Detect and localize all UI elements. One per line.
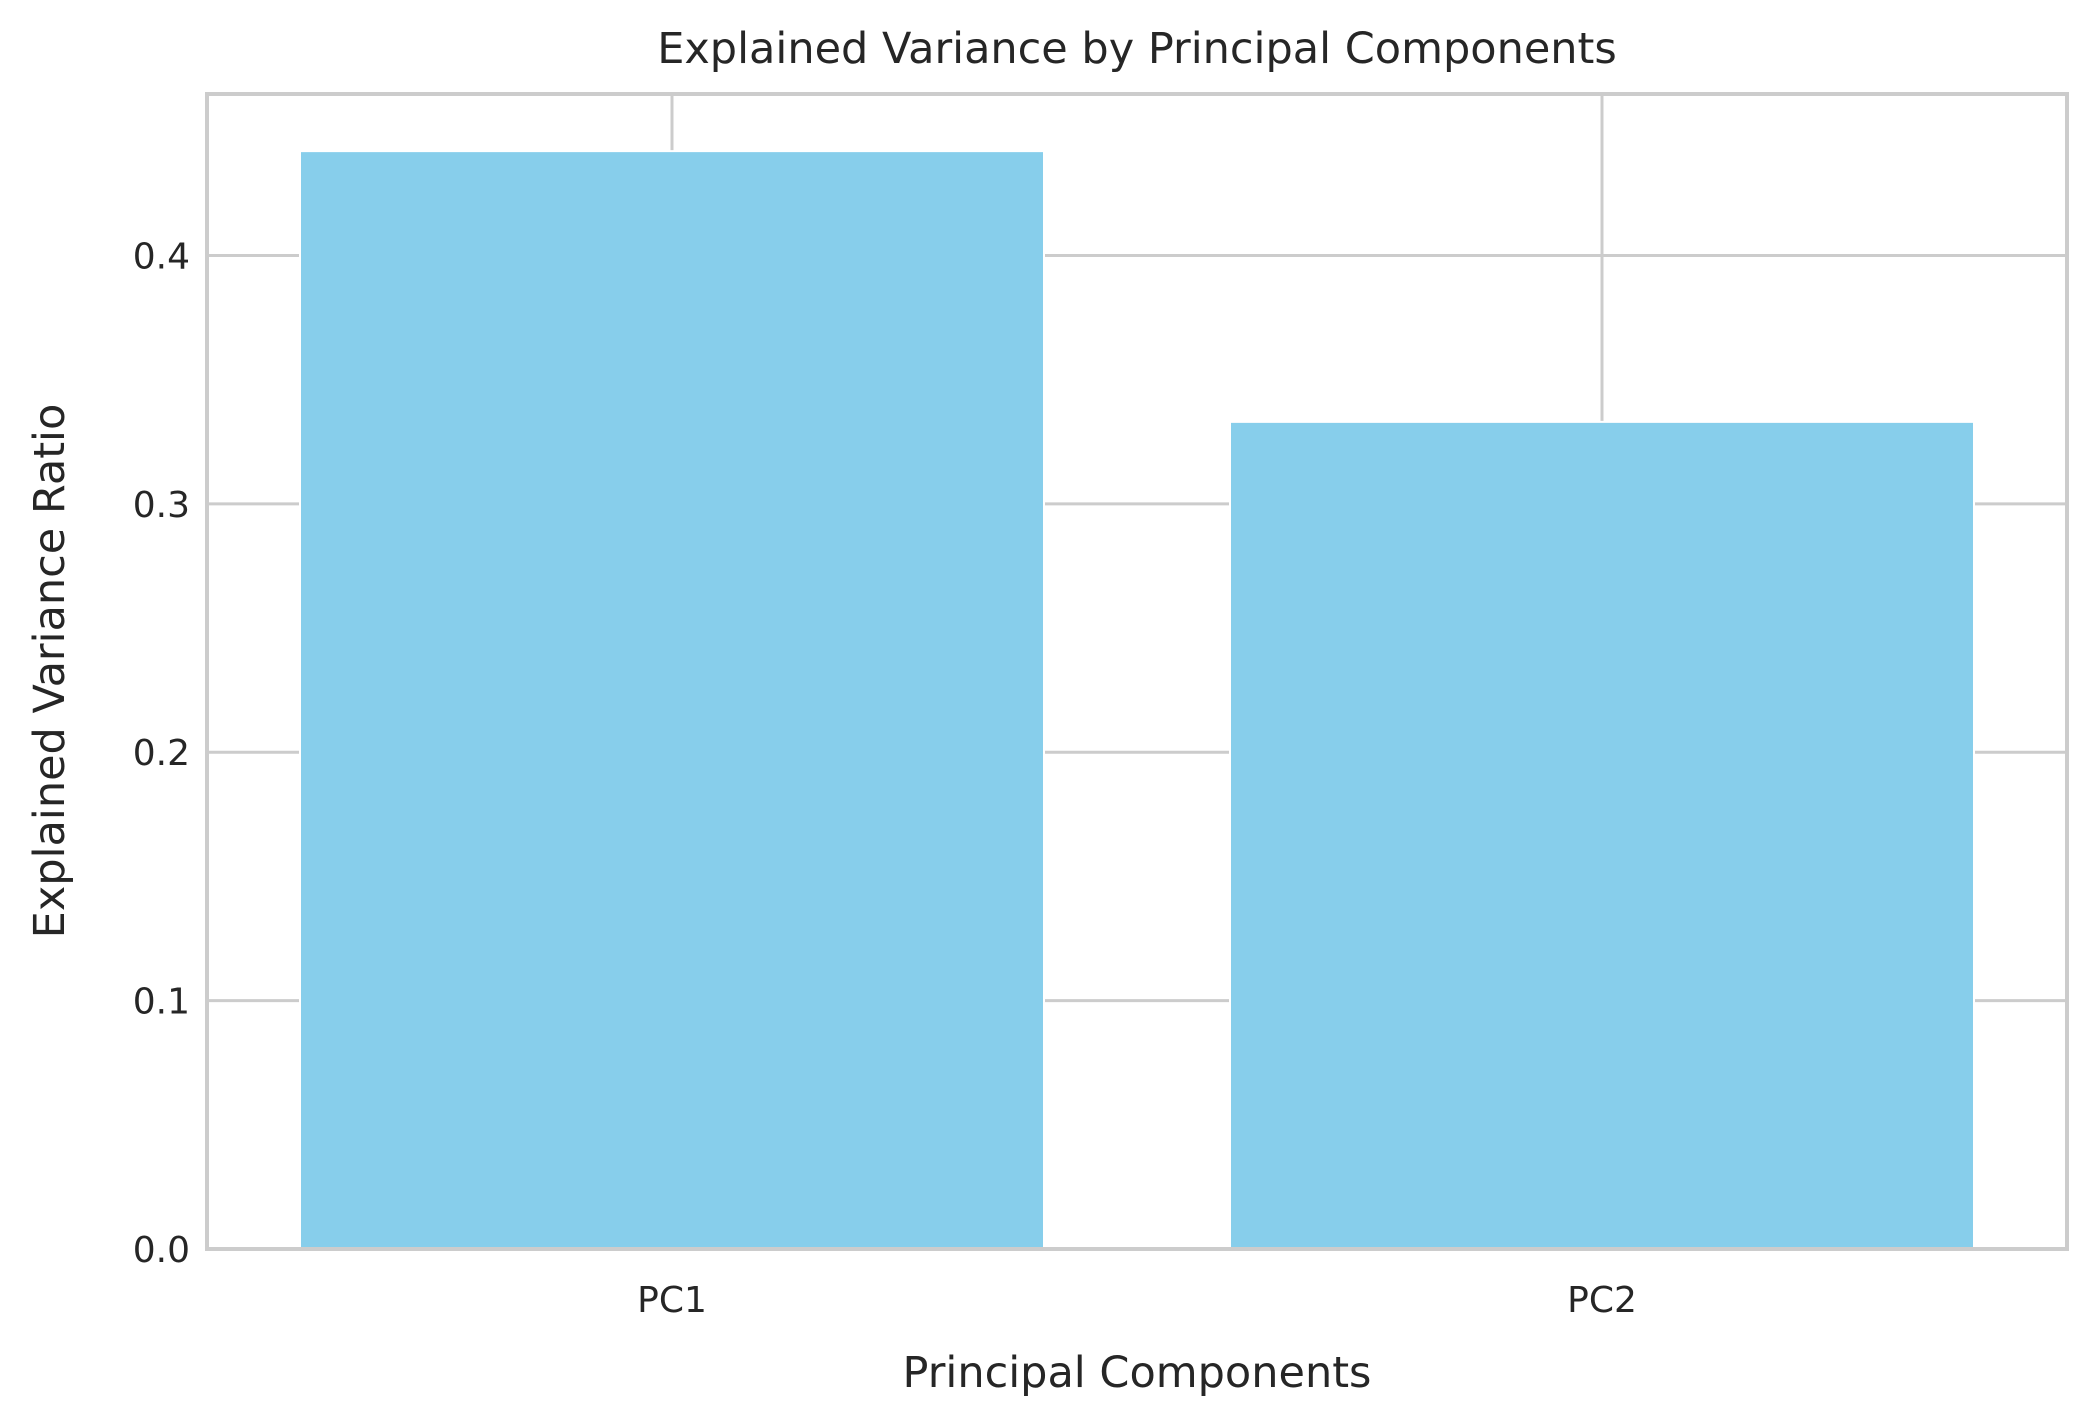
y-axis: 0.0 0.1 0.2 0.3 0.4 — [133, 236, 190, 1271]
plot-frame — [205, 92, 2069, 1251]
y-tick-label: 0.1 — [133, 982, 190, 1023]
x-tick-label: PC2 — [1567, 1280, 1637, 1321]
chart-title: Explained Variance by Principal Componen… — [657, 24, 1617, 74]
bar-pc2 — [1229, 420, 1975, 1250]
y-tick-label: 0.3 — [133, 485, 190, 526]
y-axis-label: Explained Variance Ratio — [25, 404, 75, 939]
x-axis: PC1 PC2 — [637, 1280, 1637, 1321]
y-tick-label: 0.2 — [133, 733, 190, 774]
y-tick-label: 0.0 — [133, 1230, 190, 1271]
bars — [299, 150, 1975, 1250]
y-tick-label: 0.4 — [133, 236, 190, 277]
bar-pc1 — [299, 150, 1045, 1250]
x-tick-label: PC1 — [637, 1280, 707, 1321]
x-axis-label: Principal Components — [903, 1348, 1372, 1398]
